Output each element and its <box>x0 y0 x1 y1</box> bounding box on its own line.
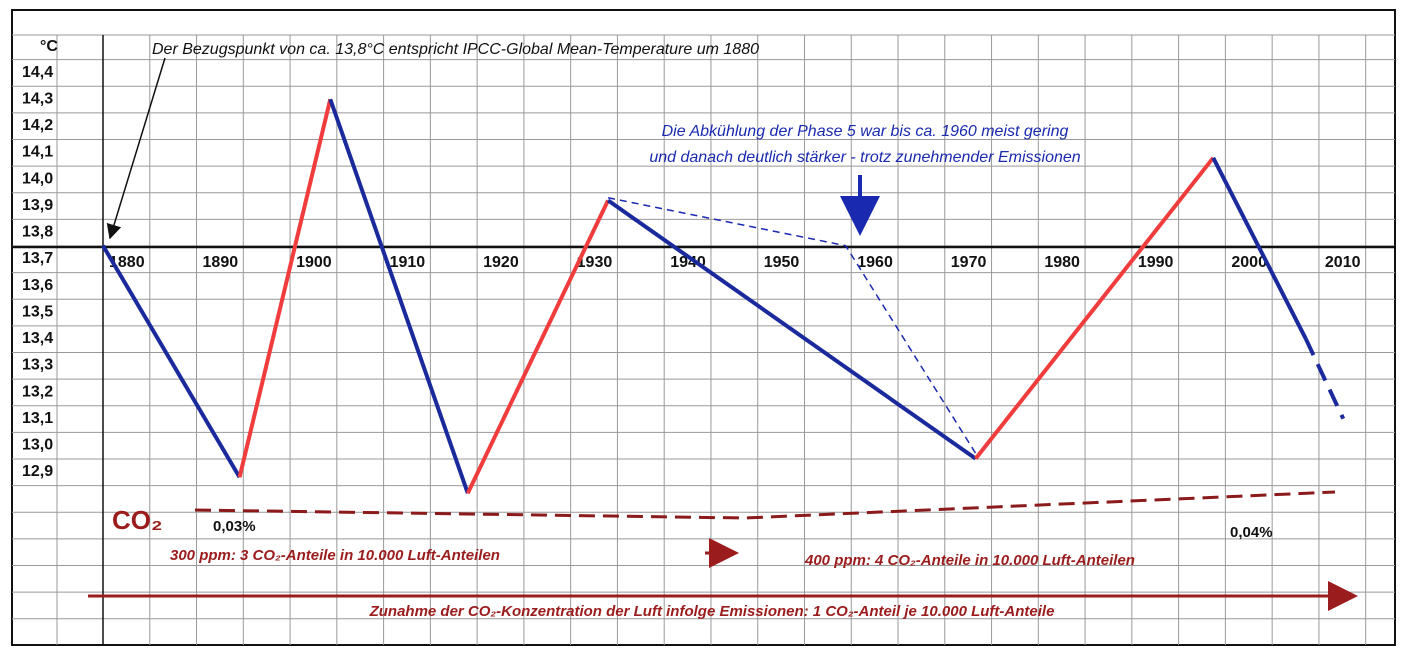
co2-share: 0,04% <box>1230 524 1273 541</box>
co2-trend <box>194 490 1336 520</box>
y-tick-label: 14,3 <box>22 90 53 107</box>
y-tick-label: 14,0 <box>22 170 53 187</box>
y-axis-label: °C <box>40 38 58 55</box>
co2-note: Zunahme der CO₂-Konzentration der Luft i… <box>369 603 1055 620</box>
line-segment <box>1211 156 1308 340</box>
line-segment <box>1304 337 1346 420</box>
x-tick-label: 2000 <box>1231 254 1267 271</box>
co2-note: 300 ppm: 3 CO₂-Anteile in 10.000 Luft-An… <box>170 547 500 564</box>
x-tick-label: 1920 <box>483 254 519 271</box>
x-tick-label: 1960 <box>857 254 893 271</box>
y-tick-label: 13,0 <box>22 437 53 454</box>
line-segment <box>237 98 333 478</box>
line-segment <box>465 199 610 495</box>
y-tick-label: 14,1 <box>22 144 53 161</box>
line-segment <box>101 244 242 479</box>
co2-share: 0,03% <box>213 518 256 535</box>
x-tick-label: 1940 <box>670 254 706 271</box>
annotation: Die Abkühlung der Phase 5 war bis ca. 19… <box>662 123 1069 140</box>
co2-label: CO₂ <box>112 505 163 535</box>
y-tick-label: 13,7 <box>22 250 53 267</box>
y-tick-label: 13,8 <box>22 224 53 241</box>
y-tick-label: 14,2 <box>22 117 53 134</box>
x-tick-label: 1880 <box>109 254 145 271</box>
alt-line <box>607 197 977 454</box>
line-segment <box>606 198 977 461</box>
co2-note: 400 ppm: 4 CO₂-Anteile in 10.000 Luft-An… <box>804 552 1135 569</box>
x-tick-label: 1930 <box>577 254 613 271</box>
x-tick-label: 1970 <box>951 254 987 271</box>
y-tick-label: 13,6 <box>22 277 53 294</box>
annotation: Der Bezugspunkt von ca. 13,8°C entsprich… <box>152 41 759 58</box>
line-segment <box>328 98 470 494</box>
arrow <box>106 57 166 240</box>
x-tick-label: 1990 <box>1138 254 1174 271</box>
x-tick-label: 2010 <box>1325 254 1361 271</box>
x-tick-label: 1890 <box>203 254 239 271</box>
x-tick-label: 1910 <box>390 254 426 271</box>
annotation: und danach deutlich stärker - trotz zune… <box>649 149 1080 166</box>
x-tick-label: 1980 <box>1044 254 1080 271</box>
y-tick-label: 13,1 <box>22 410 53 427</box>
y-tick-label: 13,3 <box>22 357 53 374</box>
y-tick-label: 13,5 <box>22 303 53 320</box>
y-tick-label: 14,4 <box>22 64 53 81</box>
line-segment <box>974 156 1215 460</box>
y-tick-label: 13,4 <box>22 330 53 347</box>
x-tick-label: 1900 <box>296 254 332 271</box>
y-tick-label: 13,9 <box>22 197 53 214</box>
y-tick-label: 12,9 <box>22 463 53 480</box>
y-tick-label: 13,2 <box>22 383 53 400</box>
x-tick-label: 1950 <box>764 254 800 271</box>
